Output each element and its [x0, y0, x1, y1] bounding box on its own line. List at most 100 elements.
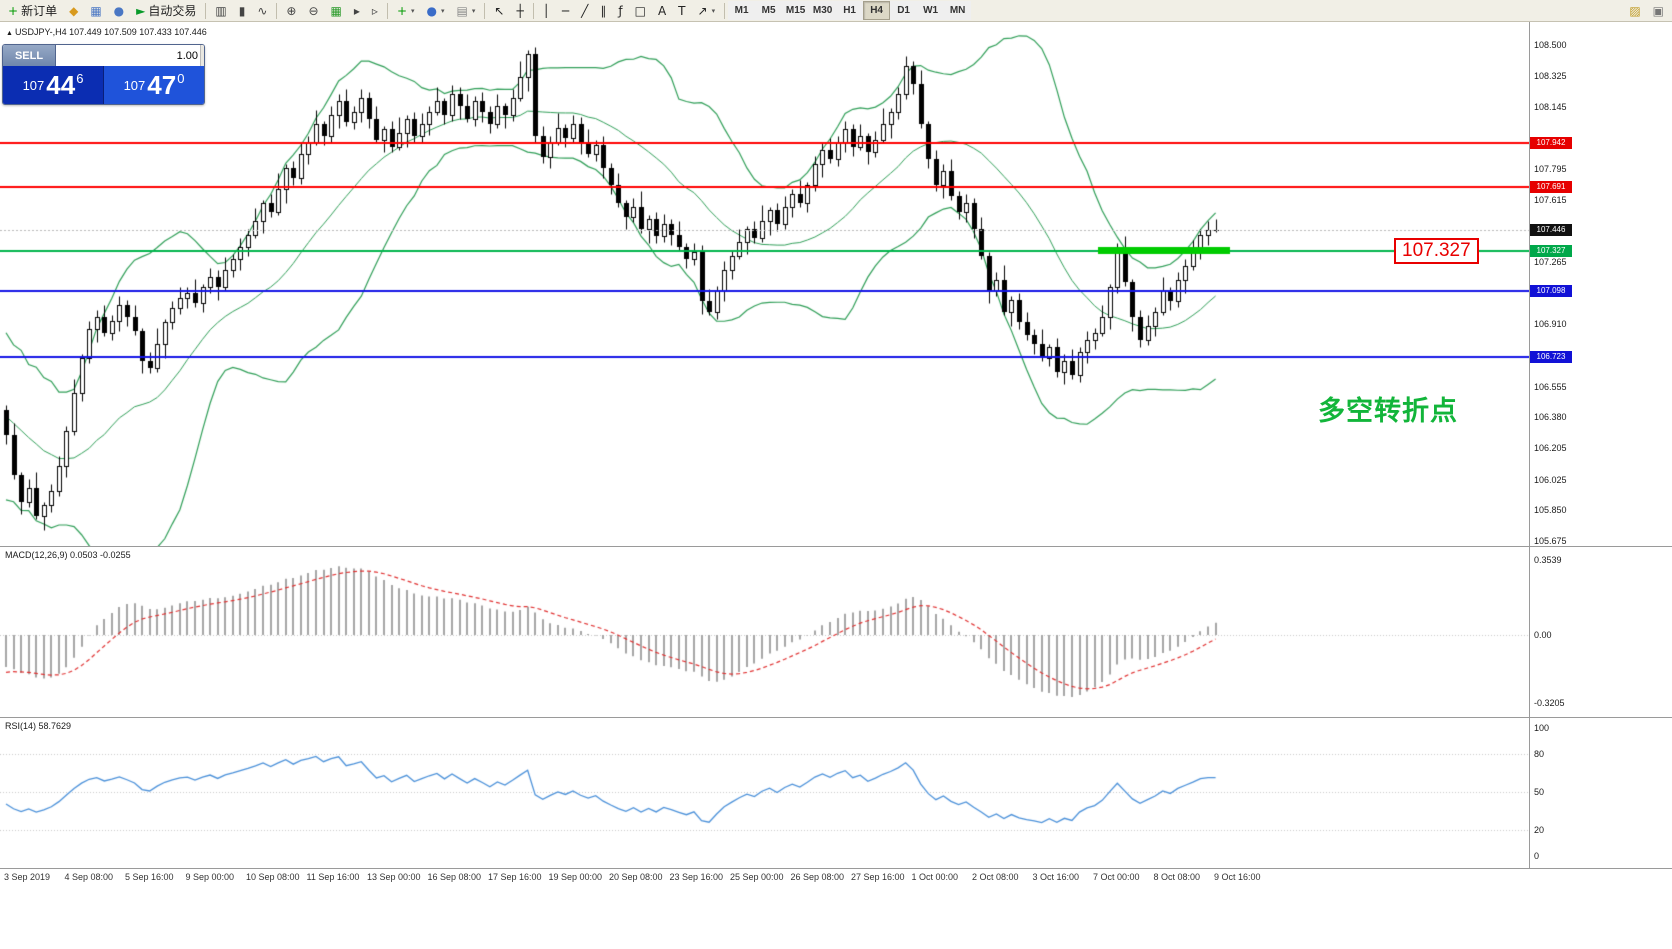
time-axis-label: 19 Sep 00:00 — [548, 872, 603, 882]
shapes-button[interactable]: □ — [630, 1, 651, 20]
fibonacci-button[interactable]: ƒ — [613, 1, 627, 20]
line-type-icon: ∿ — [257, 3, 268, 18]
autotrade-icon: ► — [136, 3, 146, 18]
timeframe-m5-button[interactable]: M5 — [755, 1, 783, 20]
strategy-tester-button[interactable]: ● — [109, 1, 129, 20]
price-axis-label: 106.555 — [1534, 381, 1567, 392]
auto-scroll-button[interactable]: ▸ — [349, 1, 365, 20]
chevron-down-icon: ▾ — [471, 7, 476, 15]
tile-windows-button[interactable]: ▦ — [326, 1, 347, 20]
volume-down-button[interactable]: ▼ — [201, 55, 204, 66]
time-axis-label: 7 Oct 00:00 — [1093, 872, 1140, 882]
timeframe-d1-button[interactable]: D1 — [890, 1, 918, 20]
new-order-label: 新订单 — [21, 4, 58, 18]
volume-up-button[interactable]: ▲ — [201, 45, 204, 56]
equidistant-channel-button[interactable]: ∥ — [595, 1, 611, 20]
data-window-button[interactable]: ▦ — [85, 1, 106, 20]
price-axis-label: 107.265 — [1534, 256, 1567, 267]
macd-pane-canvas[interactable] — [0, 547, 1529, 717]
chart-shift-icon: ▹ — [371, 3, 378, 18]
toolbar-left-group: + 新订单 ◆ ▦ ● ► 自动交易 ▥ ▮ ∿ ⊕ ⊖ ▦ ▸ ▹ + ▾ ● ▾ ▤ ▾ ↖ ┼ │ ─ ╱ ∥ ƒ □ A T ↗ ▾ — [2, 1, 728, 20]
toolbar-separator — [532, 2, 534, 19]
periods-icon: ● — [426, 3, 437, 18]
toolbar-separator — [205, 2, 207, 19]
line-type-button[interactable]: ∿ — [252, 1, 272, 20]
collapse-icon[interactable]: ▲ — [6, 30, 13, 37]
price-scale-border[interactable] — [1529, 22, 1530, 868]
text-button[interactable]: A — [653, 1, 671, 20]
templates-button[interactable]: ▤ ▾ — [452, 1, 481, 20]
time-axis-label: 3 Sep 2019 — [4, 872, 51, 882]
time-axis-label: 11 Sep 16:00 — [306, 872, 360, 882]
indicators-button[interactable]: + ▾ — [392, 1, 420, 20]
time-axis-label: 9 Oct 16:00 — [1214, 872, 1261, 882]
sell-price[interactable]: 107 44 6 — [3, 66, 103, 104]
horizontal-line-button[interactable]: ─ — [557, 1, 574, 20]
ohlc-bars-type-icon: ▥ — [215, 3, 227, 18]
objects-list-button[interactable]: ▨ — [1624, 1, 1645, 20]
zoom-in-icon: ⊕ — [286, 3, 297, 18]
crosshair-button[interactable]: ┼ — [511, 1, 528, 20]
price-axis-label: 106.910 — [1534, 319, 1567, 330]
arrows-icon: ↗ — [697, 3, 708, 18]
chart-title: ▲ USDJPY-,H4 107.449 107.509 107.433 107.… — [6, 27, 207, 37]
time-axis-label: 13 Sep 00:00 — [367, 872, 421, 882]
shapes-icon: □ — [634, 3, 646, 18]
price-axis-label: 105.850 — [1534, 505, 1567, 516]
timeframe-m15-button[interactable]: M15 — [782, 1, 810, 20]
time-axis-label: 17 Sep 16:00 — [488, 872, 542, 882]
tile-windows-icon: ▦ — [330, 3, 342, 18]
timeframe-h4-button[interactable]: H4 — [863, 1, 891, 20]
macd-pane-separator[interactable] — [0, 546, 1672, 547]
periods-button[interactable]: ● ▾ — [422, 1, 450, 20]
timeframe-h1-button[interactable]: H1 — [836, 1, 864, 20]
candlestick-type-button[interactable]: ▮ — [234, 1, 251, 20]
cursor-button[interactable]: ↖ — [489, 1, 509, 20]
buy-price[interactable]: 107 47 0 — [103, 66, 204, 104]
rsi-pane-separator[interactable] — [0, 717, 1672, 718]
chart-shift-button[interactable]: ▹ — [367, 1, 383, 20]
sell-button[interactable]: SELL — [3, 45, 55, 66]
price-axis-label: 108.500 — [1534, 40, 1567, 50]
cursor-icon: ↖ — [494, 3, 505, 18]
macd-axis-label: -0.3205 — [1534, 697, 1565, 708]
price-tag: 107.098 — [1530, 285, 1572, 298]
time-axis-label: 25 Sep 00:00 — [730, 872, 784, 882]
time-scale-separator — [0, 868, 1672, 869]
timeframe-m30-button[interactable]: M30 — [809, 1, 837, 20]
data-window-icon: ▦ — [90, 3, 102, 18]
ohlc-values: 107.449 107.509 107.433 107.446 — [69, 27, 207, 37]
price-axis-label: 108.325 — [1534, 70, 1567, 81]
text-label-icon: T — [678, 3, 686, 18]
zoom-in-button[interactable]: ⊕ — [281, 1, 301, 20]
autotrade-button[interactable]: ► 自动交易 — [131, 1, 201, 20]
trendline-icon: ╱ — [581, 3, 589, 18]
trendline-button[interactable]: ╱ — [576, 1, 593, 20]
zoom-out-button[interactable]: ⊖ — [303, 1, 323, 20]
vertical-line-button[interactable]: │ — [538, 1, 555, 20]
toolbar-separator — [724, 2, 726, 19]
ohlc-bars-type-button[interactable]: ▥ — [210, 1, 231, 20]
chevron-down-icon: ▾ — [711, 7, 716, 15]
timeframe-m1-button[interactable]: M1 — [728, 1, 756, 20]
main-chart-canvas[interactable] — [0, 22, 1529, 546]
rsi-axis-label: 80 — [1534, 748, 1545, 759]
volume-input[interactable] — [56, 45, 200, 66]
volume-box: ▲ ▼ — [55, 45, 204, 66]
one-click-trading-panel: SELL ▲ ▼ BUY 107 44 6 107 47 0 — [2, 44, 205, 105]
text-label-button[interactable]: T — [673, 1, 690, 20]
symbol-period-label: USDJPY-,H4 — [14, 27, 67, 37]
toolbar-separator — [484, 2, 486, 19]
rsi-title: RSI(14) 58.7629 — [5, 721, 72, 731]
arrows-button[interactable]: ↗ ▾ — [693, 1, 721, 20]
macd-axis-label: 0.3539 — [1534, 554, 1562, 565]
docking-button[interactable]: ▣ — [1648, 1, 1669, 20]
mql5-market-button[interactable]: ◆ — [64, 1, 83, 20]
equidistant-channel-icon: ∥ — [600, 3, 607, 18]
toolbar-separator — [276, 2, 278, 19]
rsi-pane-canvas[interactable] — [0, 718, 1529, 868]
timeframe-w1-button[interactable]: W1 — [917, 1, 945, 20]
new-order-button[interactable]: + 新订单 — [3, 1, 62, 20]
timeframe-mn-button[interactable]: MN — [944, 1, 972, 20]
time-axis-label: 1 Oct 00:00 — [911, 872, 959, 882]
